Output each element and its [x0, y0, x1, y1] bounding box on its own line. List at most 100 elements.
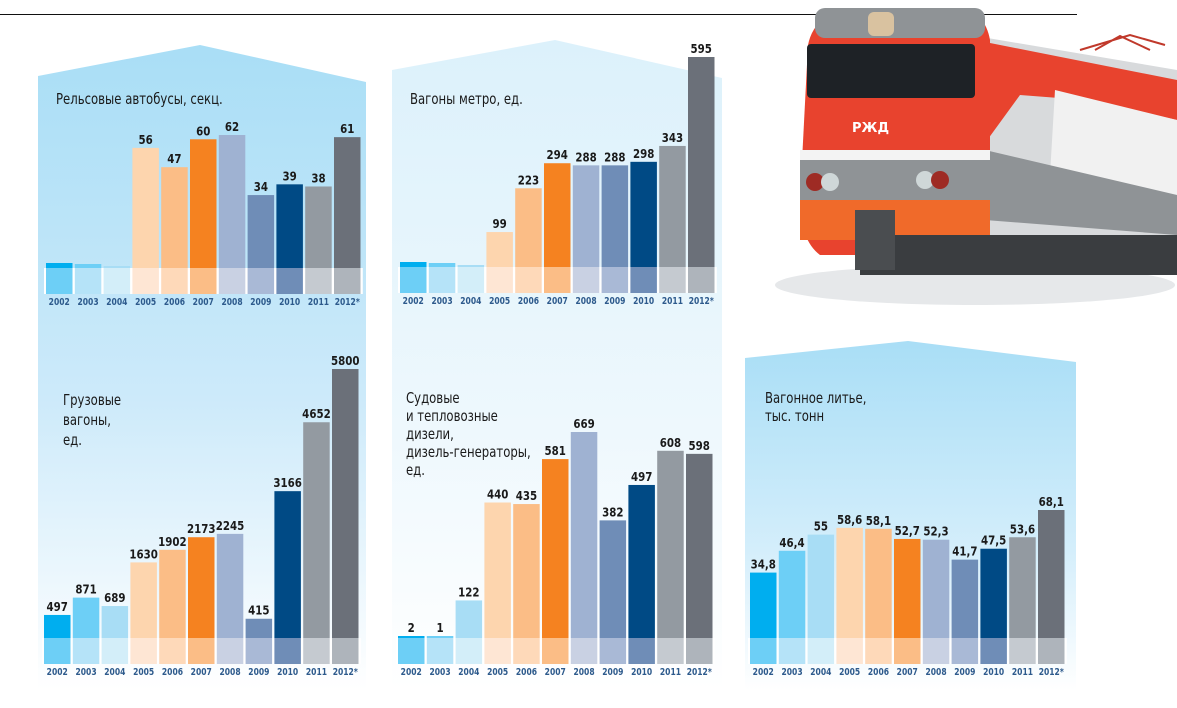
bar-2010	[980, 548, 1007, 638]
year-tick-label: 2011	[306, 667, 327, 678]
value-label: 382	[602, 504, 623, 519]
locomotive-headlight-left	[806, 173, 824, 191]
bar-band-2004	[101, 638, 129, 664]
bar-band-2008	[922, 638, 950, 664]
bar-band-2006	[865, 638, 892, 664]
year-tick-label: 2002	[49, 297, 70, 308]
bar-band-2010	[630, 267, 657, 293]
bar-band-2006	[513, 638, 540, 664]
value-label: 3166	[273, 475, 302, 490]
value-label: 99	[493, 216, 507, 231]
bar-band-2012	[688, 267, 715, 293]
year-tick-label: 2002	[401, 667, 422, 678]
year-tick-label: 2007	[897, 667, 918, 678]
year-tick-label: 2003	[429, 667, 450, 678]
value-label: 343	[662, 130, 683, 145]
year-tick-label: 2012*	[687, 667, 713, 678]
value-label: 288	[604, 149, 625, 164]
bar-2003	[74, 264, 102, 268]
year-tick-label: 2009	[602, 667, 623, 678]
bar-2008	[218, 135, 246, 268]
bar-2005	[132, 147, 159, 268]
year-tick-label: 2005	[839, 667, 860, 678]
year-tick-label: 2010	[279, 297, 300, 308]
bar-2004	[457, 265, 485, 267]
value-label: 4652	[302, 406, 331, 421]
chart-title-line: дизель-генераторы,	[406, 445, 531, 462]
bar-2006	[515, 188, 542, 267]
bar-band-2006	[161, 268, 188, 294]
chart-rail-buses: Рельсовые автобусы, секц. 2002 2003 2004 56 2…	[44, 91, 363, 308]
locomotive-headlight-left-2	[821, 173, 839, 191]
chart-freight-cars: Грузовые вагоны, ед. 497 2002 871 2003 689 2004 1…	[42, 353, 361, 678]
year-tick-label: 2004	[104, 667, 125, 678]
bar-2012	[334, 137, 361, 268]
value-label: 2	[408, 620, 415, 635]
year-tick-label: 2004	[460, 296, 481, 307]
value-label: 223	[518, 172, 539, 187]
value-label: 58,1	[866, 513, 891, 528]
value-label: 1630	[129, 546, 158, 561]
bar-band-2012	[332, 638, 359, 664]
bar-2003	[72, 597, 100, 638]
value-label: 68,1	[1039, 494, 1064, 509]
bar-band-2011	[659, 267, 686, 293]
year-tick-label: 2012*	[689, 296, 715, 307]
year-tick-label: 2008	[573, 667, 594, 678]
year-tick-label: 2004	[810, 667, 831, 678]
year-tick-label: 2010	[983, 667, 1004, 678]
bar-2011	[305, 186, 332, 268]
value-label: 5800	[331, 353, 360, 368]
value-label: 47	[167, 151, 181, 166]
bar-band-2006	[159, 638, 186, 664]
year-tick-label: 2010	[631, 667, 652, 678]
bar-band-2010	[628, 638, 655, 664]
bar-2008	[216, 533, 244, 638]
locomotive-side-grey	[985, 150, 1177, 235]
year-tick-label: 2004	[106, 297, 127, 308]
locomotive-headlight-right-2	[931, 171, 949, 189]
bar-2010	[276, 184, 303, 268]
chart-title-line: ед.	[63, 433, 82, 450]
value-label: 34,8	[751, 557, 776, 572]
bar-band-2002	[400, 267, 427, 293]
year-tick-label: 2008	[219, 667, 240, 678]
locomotive-logo: РЖД	[852, 121, 889, 136]
bar-2009	[951, 559, 979, 638]
year-tick-label: 2009	[248, 667, 269, 678]
bar-band-2011	[657, 638, 684, 664]
value-label: 41,7	[952, 544, 977, 559]
locomotive-coupler	[855, 210, 895, 270]
bar-band-2005	[484, 638, 511, 664]
bar-band-2004	[807, 638, 835, 664]
bar-band-2003	[778, 638, 806, 664]
bar-2006	[161, 167, 188, 268]
bar-2011	[657, 450, 684, 638]
value-label: 689	[104, 590, 125, 605]
bar-band-2009	[245, 638, 273, 664]
value-label: 38	[311, 170, 325, 185]
bar-band-2004	[457, 267, 485, 293]
bar-2007	[544, 163, 571, 267]
bar-band-2007	[190, 268, 217, 294]
bar-band-2007	[188, 638, 215, 664]
bar-band-2007	[542, 638, 569, 664]
bar-2004	[103, 266, 131, 268]
locomotive-windshield	[807, 44, 975, 98]
bar-2007	[894, 538, 921, 638]
bar-2002	[46, 263, 73, 268]
year-tick-label: 2008	[925, 667, 946, 678]
bar-2002	[398, 636, 425, 638]
year-tick-label: 2011	[1012, 667, 1033, 678]
value-label: 871	[75, 582, 96, 597]
bar-band-2005	[132, 268, 159, 294]
value-label: 435	[516, 488, 537, 503]
locomotive-stripe-white	[800, 150, 990, 160]
value-label: 595	[691, 41, 712, 56]
value-label: 497	[631, 469, 652, 484]
chart-car-casting: Вагонное литье,тыс. тонн 34,8 2002 46,4 2003…	[748, 391, 1067, 678]
chart-title-line: Вагоны метро, ед.	[410, 92, 523, 109]
bar-band-2007	[544, 267, 571, 293]
bar-band-2005	[486, 267, 513, 293]
